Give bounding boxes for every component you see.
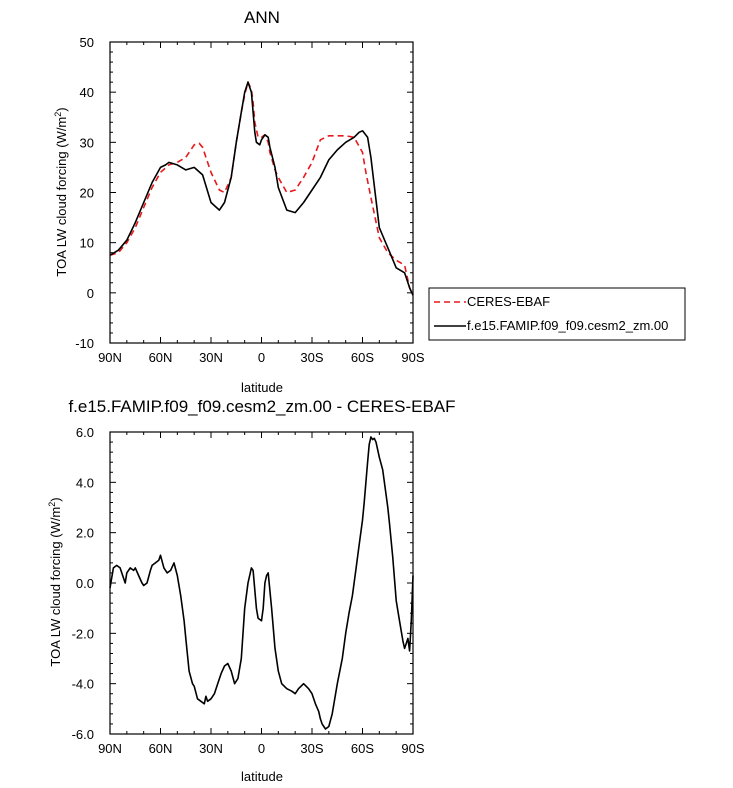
bottom-y-tick-label: 0.0	[76, 576, 94, 591]
legend: CERES-EBAF f.e15.FAMIP.f09_f09.cesm2_zm.…	[428, 287, 686, 341]
top-y-tick-label: 50	[80, 35, 94, 50]
legend-label-model: f.e15.FAMIP.f09_f09.cesm2_zm.00	[467, 318, 668, 333]
top-series-line-0	[109, 81, 414, 296]
legend-label-ceres: CERES-EBAF	[467, 294, 550, 309]
bottom-x-tick-label: 90N	[98, 741, 122, 756]
bottom-x-tick-label: 30S	[300, 741, 323, 756]
top-x-tick-label: 90N	[98, 350, 122, 365]
top-plot-frame	[109, 41, 414, 344]
top-x-axis-label: latitude	[241, 380, 283, 395]
bottom-x-tick-label: 90S	[401, 741, 424, 756]
bottom-y-tick-label: -6.0	[72, 727, 94, 742]
bottom-x-tick-label: 60S	[351, 741, 374, 756]
top-series-line-1	[109, 81, 414, 296]
bottom-y-axis-label: TOA LW cloud forcing (W/m2)	[47, 497, 63, 666]
bottom-y-tick-label: 6.0	[76, 425, 94, 440]
top-y-tick-label: 30	[80, 135, 94, 150]
bottom-x-tick-label: 60N	[149, 741, 173, 756]
top-y-tick-label: 40	[80, 85, 94, 100]
top-y-tick-label: 0	[87, 286, 94, 301]
top-x-tick-label: 60N	[149, 350, 173, 365]
top-y-tick-label: -10	[75, 336, 94, 351]
bottom-chart-title: f.e15.FAMIP.f09_f09.cesm2_zm.00 - CERES-…	[68, 397, 455, 416]
top-y-tick-label: 20	[80, 186, 94, 201]
bottom-x-tick-label: 30N	[199, 741, 223, 756]
top-chart: ANN 90N 60N 30N 0 30S 60S 90S -10 0 10 20 30 40 50 la…	[53, 8, 686, 395]
legend-box	[428, 287, 686, 341]
top-y-axis-label: TOA LW cloud forcing (W/m2)	[53, 107, 69, 276]
top-x-tick-label: 60S	[351, 350, 374, 365]
top-chart-title: ANN	[244, 8, 280, 27]
bottom-y-tick-label: 4.0	[76, 475, 94, 490]
bottom-x-tick-label: 0	[258, 741, 265, 756]
bottom-x-axis-label: latitude	[241, 769, 283, 784]
bottom-y-tick-label: -2.0	[72, 626, 94, 641]
top-y-tick-label: 10	[80, 236, 94, 251]
bottom-chart: f.e15.FAMIP.f09_f09.cesm2_zm.00 - CERES-…	[47, 397, 456, 784]
top-x-tick-label: 30N	[199, 350, 223, 365]
top-x-tick-label: 90S	[401, 350, 424, 365]
bottom-y-tick-label: -4.0	[72, 677, 94, 692]
bottom-series-line-0	[109, 436, 414, 730]
top-x-tick-label: 0	[258, 350, 265, 365]
bottom-y-tick-label: 2.0	[76, 526, 94, 541]
top-x-tick-label: 30S	[300, 350, 323, 365]
bottom-plot-frame	[109, 431, 414, 735]
